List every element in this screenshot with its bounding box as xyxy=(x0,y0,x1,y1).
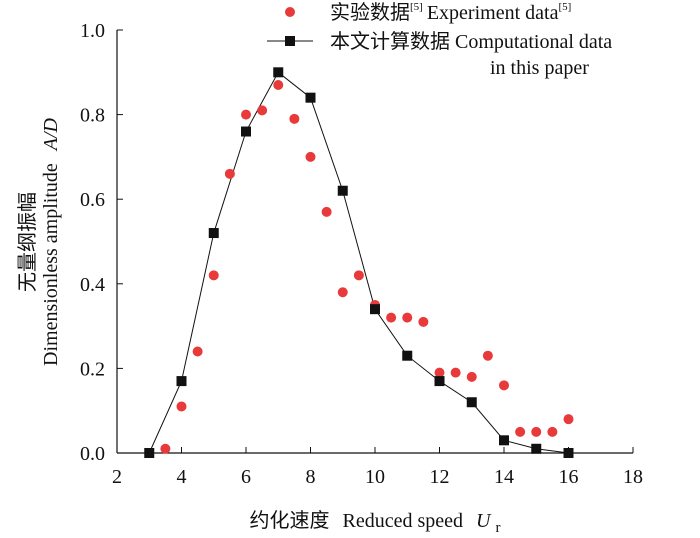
y-tick-label: 0.6 xyxy=(80,189,105,211)
y-axis-label-cn: 无量纲振幅 xyxy=(16,192,39,292)
y-tick-label: 0.0 xyxy=(80,443,105,465)
computational-point xyxy=(434,376,445,387)
computational-point xyxy=(466,397,477,408)
y-axis-label-en-line: Dimensionless amplitude A/D xyxy=(40,117,62,366)
computational-point xyxy=(144,448,155,458)
x-tick-label: 18 xyxy=(623,466,643,488)
experiment-point xyxy=(515,426,526,437)
x-tick-label: 10 xyxy=(365,466,385,488)
axis-ticks: 2 4 6 8 10 12 14 16 18 0.0 0.2 0.4 0.6 0.8 1.0 xyxy=(80,20,643,488)
series-lines xyxy=(148,71,569,454)
legend-computational-cn: 本文计算数据 xyxy=(330,30,450,53)
computational-point xyxy=(208,228,219,239)
experiment-point xyxy=(402,312,413,323)
experiment-point xyxy=(337,287,348,298)
x-axis-symbol: U xyxy=(476,510,492,532)
computational-point xyxy=(273,67,284,78)
x-axis-label: 约化速度 Reduced speed U r xyxy=(250,509,501,536)
y-tick-label: 0.4 xyxy=(80,274,105,296)
computational-point xyxy=(563,448,574,458)
experiment-point xyxy=(450,367,461,378)
legend-marker-experiment xyxy=(285,7,295,17)
legend-experiment-cn: 实验数据 xyxy=(330,1,410,24)
series-1-line xyxy=(148,71,569,454)
y-tick-label: 0.2 xyxy=(80,358,105,380)
legend-label-experiment: 实验数据[5] Experiment data[5] xyxy=(330,1,571,24)
experiment-point xyxy=(305,151,316,162)
experiment-point xyxy=(257,105,268,116)
legend-experiment-ref-1: [5] xyxy=(410,1,423,13)
legend-marker-computational xyxy=(285,36,295,46)
computational-point xyxy=(370,304,380,315)
x-tick-label: 8 xyxy=(306,466,316,488)
x-tick-label: 16 xyxy=(559,466,579,488)
experiment-point xyxy=(176,401,187,412)
computational-point xyxy=(499,435,509,446)
x-tick-label: 6 xyxy=(241,466,251,488)
experiment-point xyxy=(192,346,203,357)
legend: 实验数据[5] Experiment data[5] 本文计算数据 Computat… xyxy=(267,1,612,79)
experiment-point xyxy=(482,350,493,361)
x-tick-label: 2 xyxy=(112,466,122,488)
y-tick-label: 1.0 xyxy=(80,20,105,42)
computational-point xyxy=(176,376,187,387)
x-axis-label-cn: 约化速度 xyxy=(250,509,330,532)
y-axis-symbol: A/D xyxy=(40,117,62,152)
experiment-point xyxy=(289,113,300,124)
x-axis-label-en: Reduced speed xyxy=(343,510,464,532)
series-marks xyxy=(144,67,574,458)
experiment-point xyxy=(547,426,558,437)
computational-point xyxy=(241,126,251,137)
legend-experiment-ref-2: [5] xyxy=(558,1,571,13)
y-tick-label: 0.8 xyxy=(80,105,105,127)
experiment-point xyxy=(273,79,284,90)
x-tick-label: 4 xyxy=(177,466,187,488)
experiment-point xyxy=(386,312,397,323)
experiment-point xyxy=(208,270,219,281)
computational-point xyxy=(337,185,348,196)
experiment-point xyxy=(241,109,251,120)
x-tick-label: 14 xyxy=(494,466,514,488)
experiment-point xyxy=(160,443,171,454)
legend-label-computational: 本文计算数据 Computational data xyxy=(330,30,612,53)
legend-experiment-en: Experiment data xyxy=(427,2,559,24)
experiment-point xyxy=(353,270,364,281)
experiment-point xyxy=(499,380,509,391)
x-axis-subscript: r xyxy=(495,520,500,536)
y-axis-label-en: Dimensionless amplitude xyxy=(40,163,62,366)
computational-point xyxy=(305,92,316,103)
experiment-point xyxy=(466,371,477,382)
x-tick-label: 12 xyxy=(430,466,450,488)
experiment-point xyxy=(224,168,235,179)
legend-label-computational-line2: in this paper xyxy=(490,57,589,79)
computational-point xyxy=(402,350,413,361)
legend-computational-en-1: Computational data xyxy=(455,31,612,53)
experiment-point xyxy=(531,426,542,437)
experiment-point xyxy=(434,367,445,378)
experiment-point xyxy=(321,206,332,217)
computational-point xyxy=(531,443,542,454)
experiment-point xyxy=(563,414,574,425)
y-axis-label: 无量纲振幅 xyxy=(16,192,39,292)
experiment-point xyxy=(418,316,429,327)
